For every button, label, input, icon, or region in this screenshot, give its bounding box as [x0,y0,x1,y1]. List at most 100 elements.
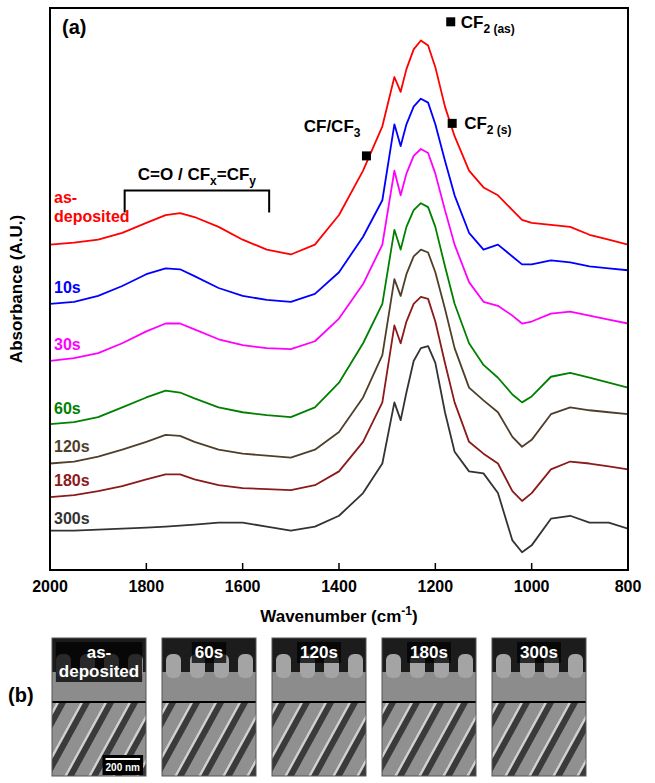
x-tick [146,563,148,570]
annotation: CF2 (s) [464,114,511,137]
x-tick [435,563,437,570]
line-profile [386,654,401,678]
sem-image: 300s [442,638,643,776]
label-line: 120s [54,438,90,455]
label-line: 180s [410,643,448,662]
spectrum-line [50,149,628,361]
label-line: as- [54,189,77,206]
text-part: =CF [217,165,250,184]
series-label: 180s [54,472,90,489]
label-line: 10s [54,279,81,296]
x-tick [531,563,533,570]
image-border [272,638,366,776]
annotation: CF/CF3 [304,117,361,140]
label-line: as- [87,643,112,662]
text-part: CF/CF [304,117,354,136]
image-border [492,638,586,776]
x-axis-title: Wavenumber (cm-1) [260,604,417,626]
line-profile [496,654,511,678]
x-tick [627,563,629,570]
text-part: 2 (s) [487,123,512,137]
line-profile [568,654,583,678]
line-profile [458,654,473,678]
label-line: 180s [54,472,90,489]
spectrum-line [50,203,628,424]
spectrum-line [50,250,628,464]
label-patch [407,642,451,663]
panel-letter: (b) [8,684,34,706]
sem-content [272,638,366,776]
x-tick-label: 1200 [418,578,454,595]
panel-letter: (a) [62,16,86,38]
tilted-edge [466,703,476,776]
separator [382,701,476,703]
tilted-edge [576,703,586,776]
annotation: CF2 (as) [461,13,515,36]
line-profile [166,654,181,678]
label-line: 60s [54,400,81,417]
separator [492,701,586,703]
image-label: 60s [195,643,223,662]
sem-content [492,638,586,776]
sem-content [52,638,146,776]
image-border [162,638,256,776]
figure: as-deposited10s30s60s120s180s300s2000180… [0,0,655,783]
scale-bar [106,758,141,760]
line-profile [276,654,291,678]
series-label: 60s [54,400,81,417]
text-part: 3 [354,126,361,140]
label-patch [192,642,226,663]
spectra [50,41,628,553]
sem-content [382,638,476,776]
scale-bar-label: 200 nm [106,762,141,773]
x-tick-label: 1000 [514,578,550,595]
bracket [125,190,270,212]
tilted-edge [356,703,366,776]
tilted-edge [246,703,256,776]
x-tick-label: 1600 [225,578,261,595]
sem-content [162,638,256,776]
image-border [382,638,476,776]
x-tick [338,563,340,570]
line-profile [238,654,253,678]
image-label: as-deposited [59,643,139,681]
separator [162,701,256,703]
spectrum-line [50,99,628,304]
spectrum-line [50,297,628,501]
separator [52,701,146,703]
label-patch [297,642,341,663]
text-part: CF [461,13,484,32]
label-line: 120s [300,643,338,662]
tilted-line [98,703,146,776]
spectrum-line [50,41,628,255]
series-label: 30s [54,336,81,353]
x-tick [242,563,244,570]
annotation-marker [362,151,371,160]
text-part: Wavenumber (cm [260,607,401,626]
label-line: 60s [195,643,223,662]
plot-frame [50,8,628,570]
label-line: 30s [54,336,81,353]
label-patch [517,642,561,663]
label-line: 300s [54,510,90,527]
series-label: 300s [54,510,90,527]
series-label: 120s [54,438,90,455]
label-patch [56,642,142,682]
x-tick-label: 800 [615,578,642,595]
text-part: C=O / CF [138,165,210,184]
image-label: 120s [300,643,338,662]
annotation: C=O / CFx=CFy [138,165,257,188]
series-label: as-deposited [54,189,130,225]
image-label: 180s [410,643,448,662]
series-label: 10s [54,279,81,296]
text-part: 2 (as) [483,22,514,36]
spectrum-line [50,346,628,552]
separator [272,701,366,703]
text-part: y [249,174,256,188]
text-part: CF [464,114,487,133]
label-line: deposited [54,208,130,225]
x-tick-label: 2000 [32,578,68,595]
text-part: ) [412,607,418,626]
annotation-marker [448,119,457,128]
scale-bar-patch [103,755,144,775]
